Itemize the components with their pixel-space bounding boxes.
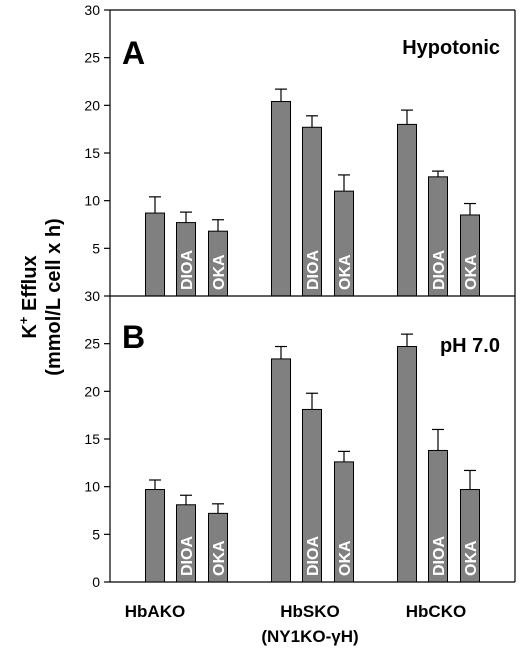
bar-label: DIOA bbox=[305, 250, 322, 290]
y-axis-label: K+ Efflux (mmol/L cell x h) bbox=[16, 218, 65, 375]
y-tick-label: 30 bbox=[84, 2, 100, 18]
bar bbox=[397, 346, 417, 583]
panel-b: 0 5 10 15 20 25 30 DIOA DIOA DIOA OKA OKA OKA B pH 7.0 bbox=[84, 288, 516, 590]
group-label-hbako: HbAKO bbox=[125, 602, 185, 621]
y-label-k: K bbox=[19, 324, 41, 339]
y-label-sup: + bbox=[16, 316, 31, 324]
bar-label: DIOA bbox=[431, 250, 448, 290]
y-tick-label: 0 bbox=[92, 574, 100, 590]
panel-letter: B bbox=[122, 319, 145, 355]
y-tick-label: 10 bbox=[84, 193, 100, 209]
y-label-units: (mmol/L cell x h) bbox=[43, 218, 65, 375]
bar-label: OKA bbox=[337, 254, 354, 290]
bar bbox=[145, 489, 165, 583]
panel-a: 5 10 15 20 25 30 DIOA DIOA DIOA OKA OKA OKA A Hypoton… bbox=[84, 2, 516, 297]
y-tick-label: 15 bbox=[84, 431, 100, 447]
bar bbox=[271, 358, 291, 583]
y-tick-label: 25 bbox=[84, 50, 100, 66]
bar-label: OKA bbox=[211, 254, 228, 290]
y-tick-label: 20 bbox=[84, 383, 100, 399]
bar-label: OKA bbox=[211, 540, 228, 576]
bar-label: DIOA bbox=[305, 536, 322, 576]
bar-label: OKA bbox=[463, 540, 480, 576]
svg-text:K+ Efflux: K+ Efflux bbox=[16, 255, 41, 338]
panel-condition: Hypotonic bbox=[402, 37, 500, 59]
y-label-efflux: Efflux bbox=[19, 255, 41, 316]
y-tick-label: 5 bbox=[92, 526, 100, 542]
bar-label: DIOA bbox=[179, 536, 196, 576]
group-label-hbcko: HbCKO bbox=[406, 602, 466, 621]
y-tick-label: 25 bbox=[84, 336, 100, 352]
y-tick-label: 10 bbox=[84, 479, 100, 495]
panel-condition: pH 7.0 bbox=[440, 335, 500, 357]
bar-label: OKA bbox=[337, 540, 354, 576]
bar-label: DIOA bbox=[179, 250, 196, 290]
bar bbox=[145, 212, 165, 297]
bar-label: OKA bbox=[463, 254, 480, 290]
y-tick-label: 15 bbox=[84, 145, 100, 161]
group-sub-label: (NY1KO-γH) bbox=[261, 627, 358, 646]
panel-letter: A bbox=[122, 35, 145, 71]
bar bbox=[271, 101, 291, 297]
y-tick-label: 20 bbox=[84, 97, 100, 113]
bar-label: DIOA bbox=[431, 536, 448, 576]
y-tick-label: 30 bbox=[84, 288, 100, 304]
bar bbox=[397, 123, 417, 297]
y-tick-label: 5 bbox=[92, 240, 100, 256]
panels: 5 10 15 20 25 30 DIOA DIOA DIOA OKA OKA OKA A Hypoton… bbox=[84, 2, 516, 590]
group-label-hbsko: HbSKO bbox=[280, 602, 340, 621]
